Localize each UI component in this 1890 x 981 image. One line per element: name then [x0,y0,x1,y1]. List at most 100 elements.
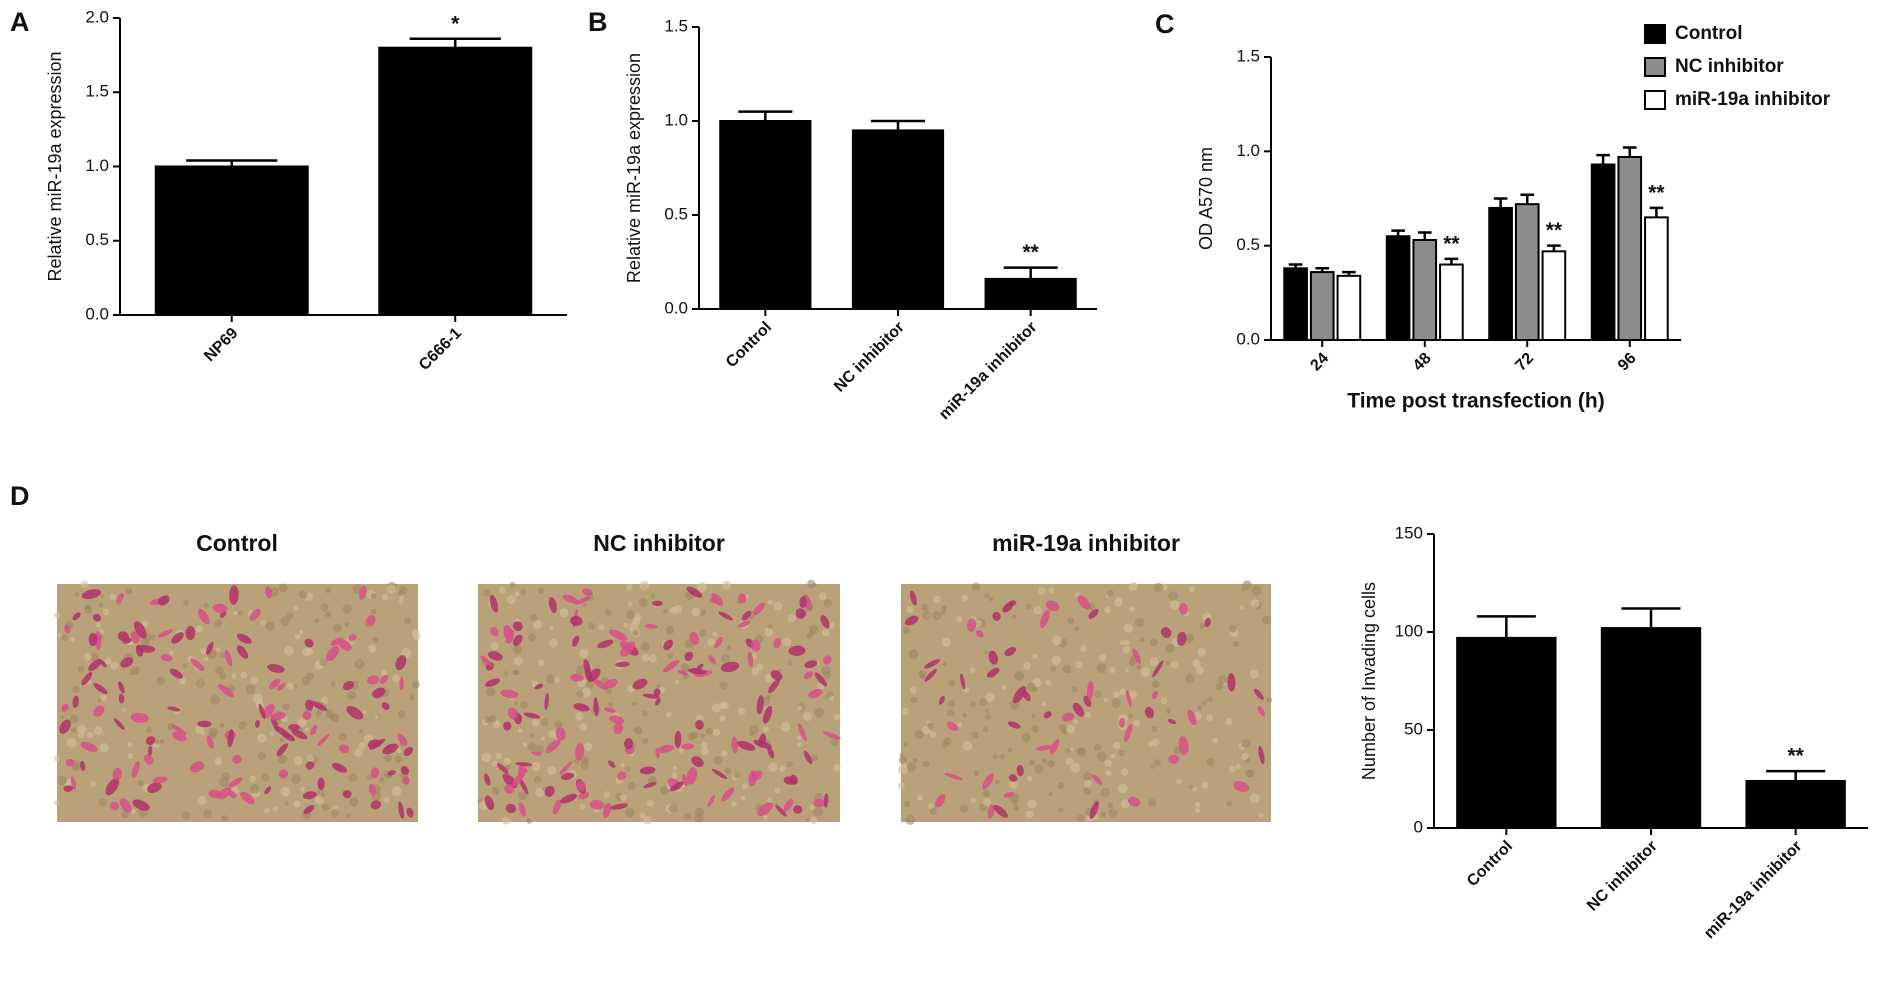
texture [1206,758,1215,767]
texture [910,696,918,704]
texture [1229,625,1237,633]
texture [484,716,491,724]
stained-cell [63,785,74,792]
texture [182,663,188,669]
texture [1218,674,1228,685]
texture [99,743,109,753]
texture [392,674,401,683]
texture [722,580,732,590]
stained-cell [61,703,69,712]
stained-cell [1012,686,1027,704]
texture [284,801,289,806]
stained-cell [130,712,150,723]
texture [95,622,101,628]
texture [57,775,67,786]
stained-cell [992,611,1001,621]
bar [1514,203,1540,341]
texture [127,589,133,595]
texture [305,672,314,681]
texture [498,586,506,594]
texture [929,731,937,739]
texture [1103,698,1108,703]
stained-cell [496,763,509,774]
texture [764,627,774,637]
texture [969,667,976,673]
stained-cell [783,798,794,812]
texture [1100,787,1110,797]
stained-cell [228,777,243,788]
texture [694,812,704,823]
stained-cell [1168,754,1180,764]
texture [506,595,516,605]
texture [927,802,935,810]
texture [1242,580,1252,590]
texture [787,660,793,666]
stained-cell [317,777,325,791]
texture [250,676,259,684]
texture [249,775,256,783]
texture [1122,646,1130,654]
stained-cell [515,762,533,767]
texture [1013,805,1020,811]
texture [257,733,267,743]
texture [1168,591,1178,601]
stained-cell [544,692,549,711]
texture [299,629,304,634]
texture [1065,724,1075,734]
texture [109,593,117,601]
stained-cell [737,740,756,751]
stained-cell [655,697,661,706]
texture [970,798,977,804]
texture [627,602,633,607]
stained-cell [1039,609,1050,628]
legend-label: miR-19a inhibitor [1675,89,1831,110]
texture [398,590,403,596]
texture [678,748,684,754]
texture [580,756,589,765]
stained-cell [552,799,562,815]
texture [625,807,635,818]
texture [606,688,613,695]
texture [545,674,556,684]
texture [1034,764,1044,774]
texture [833,764,841,772]
stained-cell [572,635,580,647]
texture [540,718,549,726]
texture [1116,596,1122,603]
stained-cell [1187,709,1197,726]
texture [1153,582,1164,593]
bar [1488,206,1513,341]
texture [195,678,205,688]
stained-cell [531,751,542,756]
texture [1094,743,1102,752]
texture [1065,757,1074,766]
texture [1241,739,1251,749]
x-tick-label: Control [1464,838,1516,890]
texture [549,638,559,648]
stained-cell [236,633,252,644]
texture [707,638,716,647]
texture [391,786,402,796]
stained-cell [512,634,523,647]
texture [762,726,769,733]
texture [1188,585,1196,593]
stained-cell [608,760,616,768]
stained-cell [500,689,519,699]
stained-cell [147,782,162,793]
texture [625,766,631,773]
texture [603,791,611,798]
stained-cell [574,596,591,605]
texture [1206,714,1213,721]
texture [1169,600,1180,610]
bar [1456,636,1557,829]
texture [766,797,773,804]
texture [102,608,110,616]
texture [86,731,94,739]
stained-cell [609,629,628,641]
stained-cell [232,754,242,764]
texture [641,653,650,662]
texture [720,654,730,663]
x-tick-label: NC inhibitor [831,319,908,396]
stained-cell [402,776,410,785]
stained-cell [562,594,579,604]
